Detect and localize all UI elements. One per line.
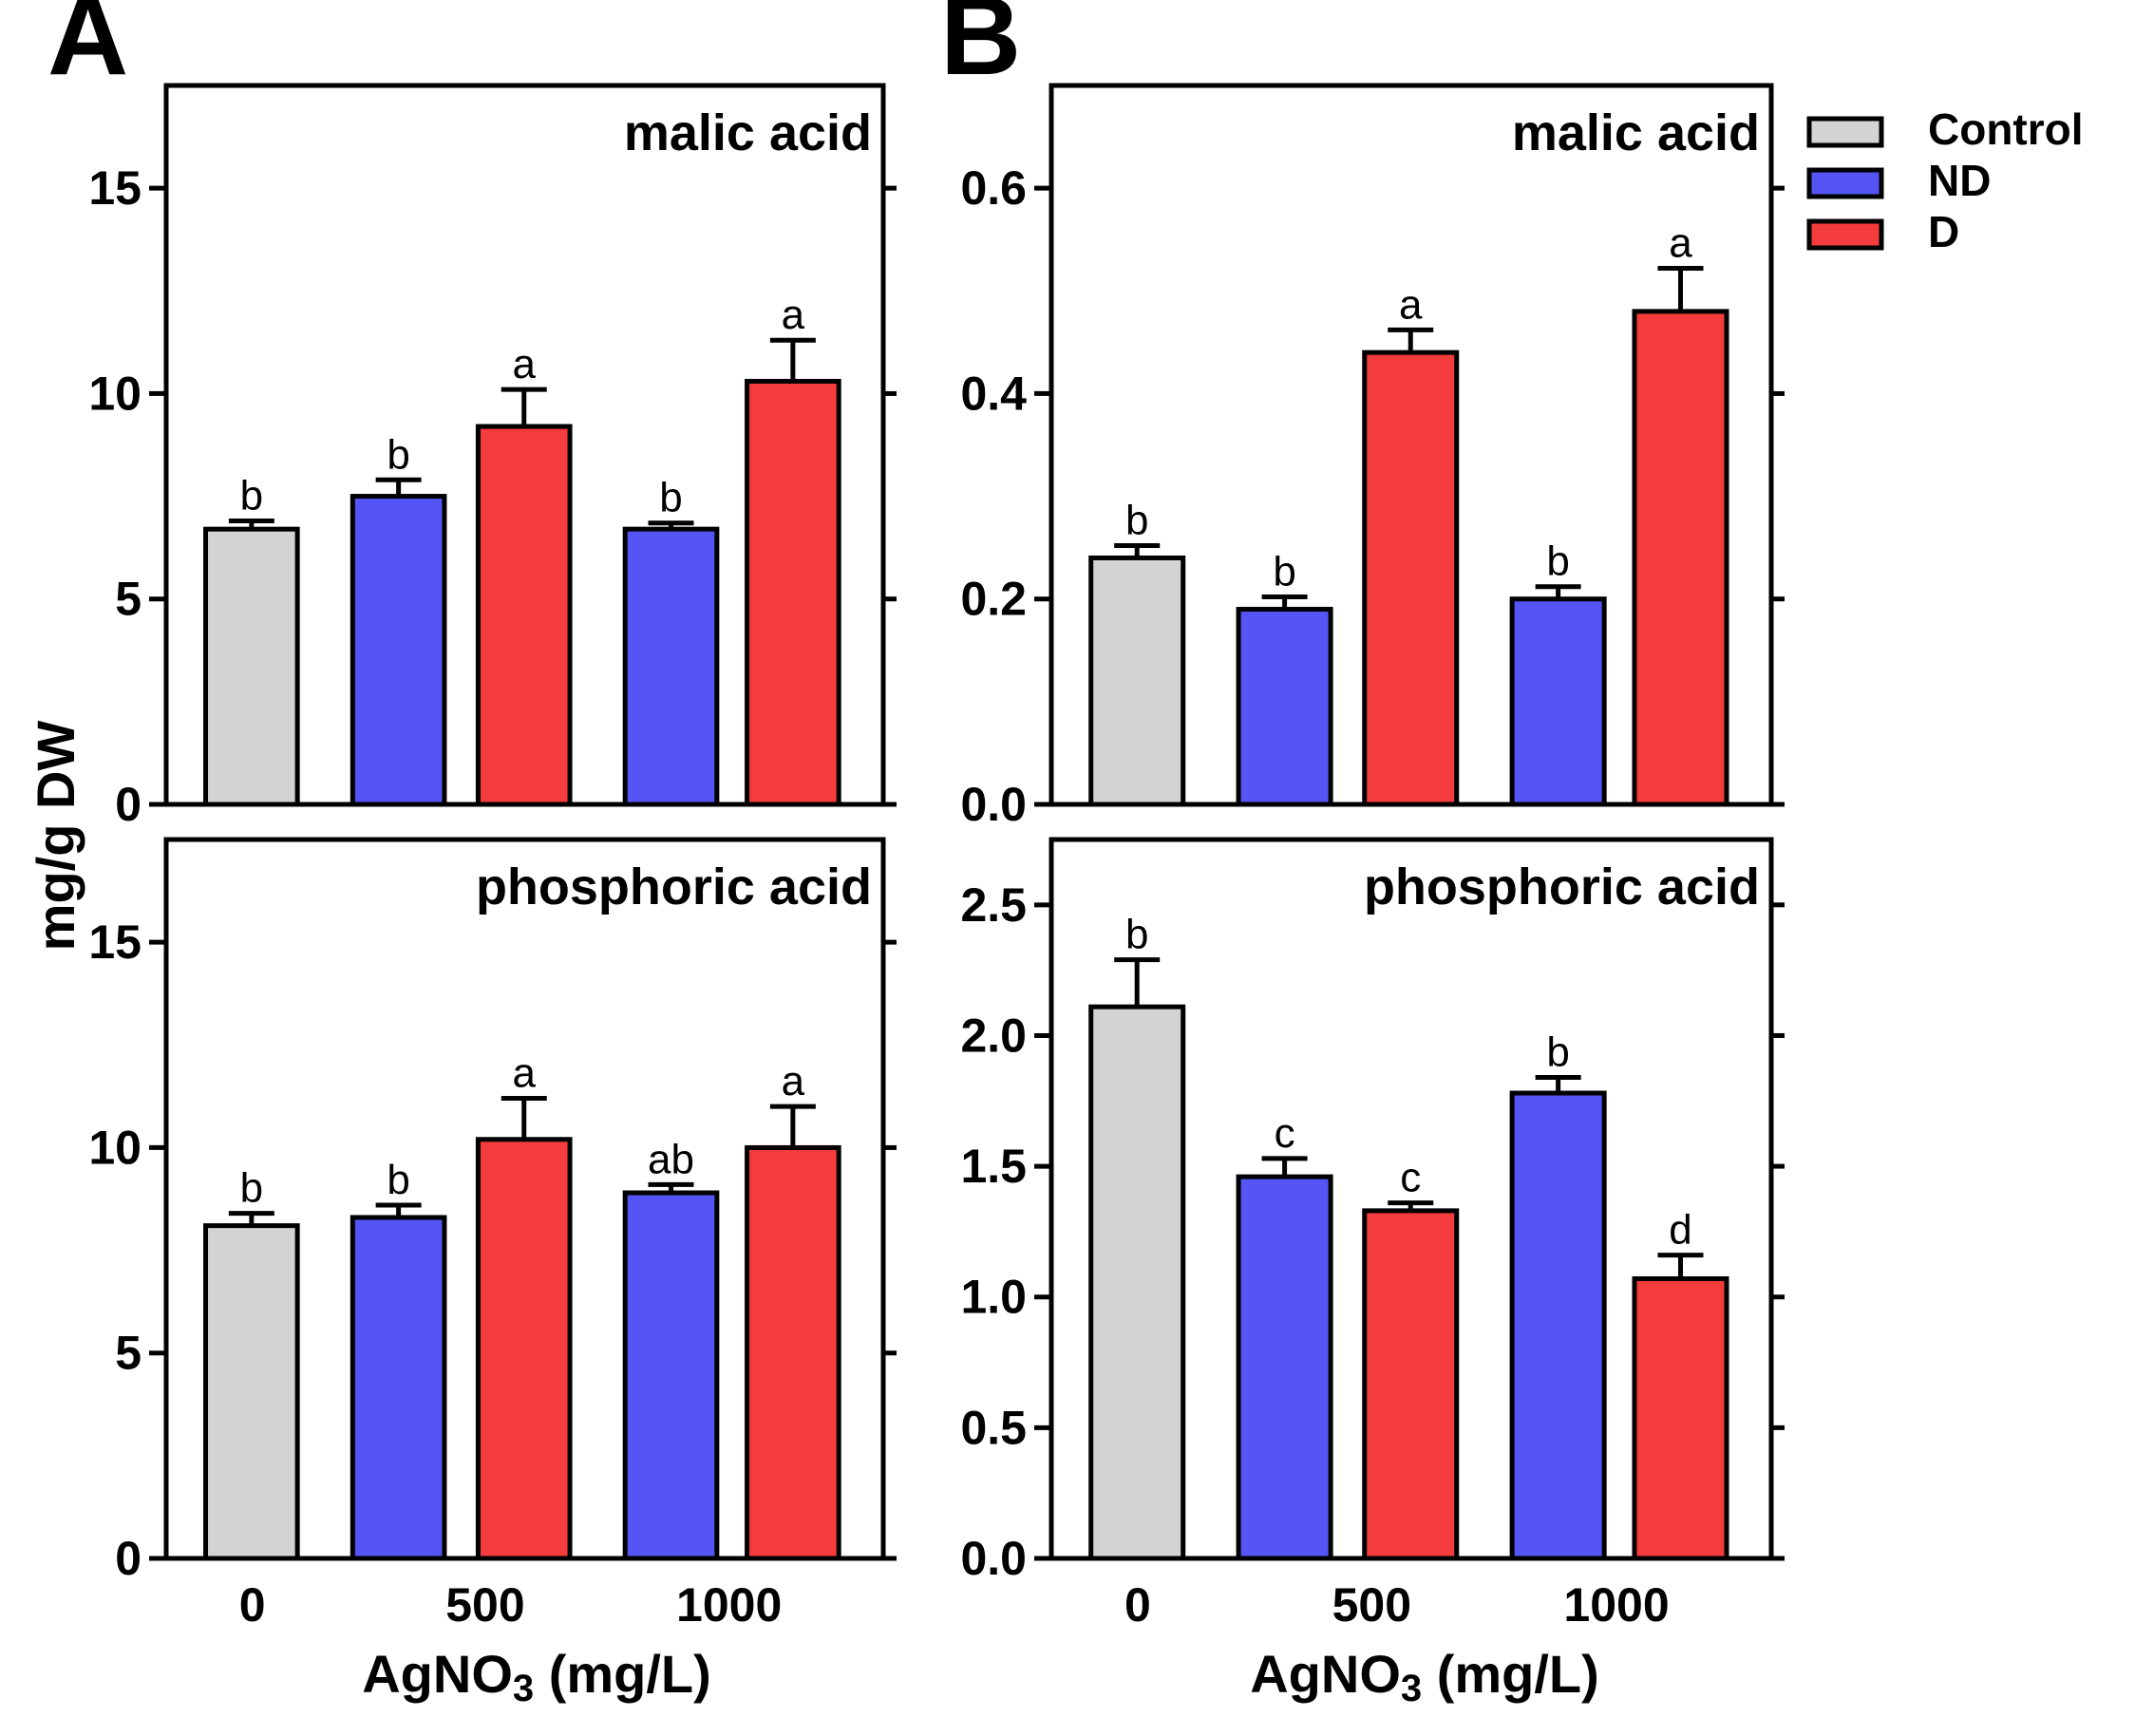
significance-label: ab <box>648 1136 694 1182</box>
legend-swatch <box>1806 167 1884 199</box>
bar-control-0 <box>203 526 300 807</box>
panel-subtitle: malic acid <box>1512 104 1760 161</box>
y-tick-label: 0.0 <box>960 778 1027 831</box>
panel-subtitle: phosphoric acid <box>476 859 872 915</box>
y-tick-label: 1.5 <box>960 1140 1027 1193</box>
bar-d-500 <box>475 1137 573 1561</box>
y-axis-title: mg/g DW <box>26 721 85 952</box>
bar-nd-1000 <box>622 526 720 807</box>
significance-label: b <box>1125 497 1148 543</box>
y-tick-label: 5 <box>115 573 142 626</box>
y-tick-label: 15 <box>88 161 142 215</box>
y-tick-label: 0.6 <box>960 161 1027 215</box>
chart-panel: b b a ab a 0 5 10 15 phosphoric acid 0 500 1000 <box>88 837 897 1632</box>
bar-nd-500 <box>350 1215 447 1561</box>
x-axis-title-tail: (mg/L) <box>1422 1644 1599 1704</box>
y-tick-label: 2.5 <box>960 878 1027 932</box>
y-tick-label: 0.4 <box>960 367 1027 420</box>
significance-label: b <box>1125 912 1148 958</box>
plot-frame <box>1049 83 1774 807</box>
significance-label: b <box>1273 549 1295 595</box>
significance-label: a <box>513 341 537 387</box>
x-axis-title-main: AgNO <box>1250 1644 1401 1704</box>
significance-label: b <box>1546 1028 1569 1075</box>
bar-nd-1000 <box>1509 596 1607 807</box>
x-tick-label: 0 <box>1124 1578 1151 1632</box>
panel-subtitle: malic acid <box>624 104 872 161</box>
y-tick-label: 0.2 <box>960 573 1027 626</box>
y-tick-label: 15 <box>88 915 142 969</box>
significance-label: a <box>782 1058 805 1104</box>
panel-letter: B <box>940 0 1021 99</box>
bar-d-1000 <box>745 378 841 807</box>
significance-label: b <box>240 1165 263 1212</box>
plot-frame <box>1049 837 1774 1561</box>
legend-swatch <box>1806 218 1884 251</box>
legend-label: ND <box>1928 156 1991 205</box>
legend-label: Control <box>1928 104 2084 154</box>
bar-control-0 <box>1088 1004 1186 1561</box>
y-tick-label: 0 <box>115 1532 142 1585</box>
x-axis-title-subscript: 3 <box>1401 1668 1422 1709</box>
x-axis-title-right: AgNO3 (mg/L) <box>1250 1644 1599 1709</box>
significance-label: a <box>782 292 805 338</box>
plot-frame <box>163 837 886 1561</box>
x-tick-label: 0 <box>239 1578 266 1632</box>
bar-d-1000 <box>1632 309 1729 807</box>
x-tick-label: 500 <box>1332 1578 1411 1632</box>
bar-nd-500 <box>1236 1174 1333 1561</box>
chart-panel: b b a b a 0 5 10 15 malic acid A <box>47 0 897 831</box>
legend-swatch <box>1806 116 1884 148</box>
bar-nd-500 <box>350 494 447 807</box>
significance-label: d <box>1669 1207 1691 1254</box>
legend-label: D <box>1928 207 1959 256</box>
y-tick-label: 0 <box>115 778 142 831</box>
x-axis-title-tail: (mg/L) <box>534 1644 711 1704</box>
significance-label: a <box>1669 219 1692 266</box>
x-tick-label: 1000 <box>676 1578 782 1632</box>
chart-panel: b c c b d 0.0 0.5 1.0 1.5 2.0 2.5 phosphoric acid 0 5… <box>960 837 1785 1632</box>
y-tick-label: 0.0 <box>960 1532 1027 1585</box>
x-tick-label: 500 <box>445 1578 524 1632</box>
bar-d-500 <box>1362 1208 1460 1561</box>
bar-d-500 <box>1362 349 1460 807</box>
x-axis-title-subscript: 3 <box>513 1668 534 1709</box>
panel-subtitle: phosphoric acid <box>1364 859 1760 915</box>
x-axis-title-main: AgNO <box>362 1644 513 1704</box>
significance-label: c <box>1275 1110 1295 1157</box>
bar-d-1000 <box>745 1144 841 1561</box>
chart-panel: b b a b a 0.0 0.2 0.4 0.6 malic acid B <box>940 0 1785 831</box>
bar-nd-1000 <box>1509 1090 1607 1561</box>
significance-label: a <box>1399 281 1423 328</box>
significance-label: a <box>513 1050 537 1097</box>
significance-label: b <box>387 431 409 478</box>
y-tick-label: 5 <box>115 1327 142 1380</box>
panel-letter: A <box>47 0 128 99</box>
significance-label: b <box>240 473 263 519</box>
y-tick-label: 2.0 <box>960 1009 1027 1062</box>
y-tick-label: 1.0 <box>960 1271 1027 1324</box>
y-tick-label: 0.5 <box>960 1401 1027 1454</box>
significance-label: b <box>1546 538 1569 585</box>
bar-control-0 <box>203 1223 300 1561</box>
bar-control-0 <box>1088 555 1186 807</box>
plot-frame <box>163 83 886 807</box>
x-tick-label: 1000 <box>1563 1578 1669 1632</box>
significance-label: c <box>1400 1155 1421 1201</box>
y-tick-label: 10 <box>88 1121 142 1174</box>
x-axis-title-left: AgNO3 (mg/L) <box>362 1644 711 1709</box>
bar-d-1000 <box>1632 1275 1729 1561</box>
bar-nd-500 <box>1236 607 1333 807</box>
bar-nd-1000 <box>622 1190 720 1561</box>
y-tick-label: 10 <box>88 367 142 420</box>
significance-label: b <box>387 1157 409 1203</box>
significance-label: b <box>659 475 682 521</box>
bar-d-500 <box>475 424 573 807</box>
